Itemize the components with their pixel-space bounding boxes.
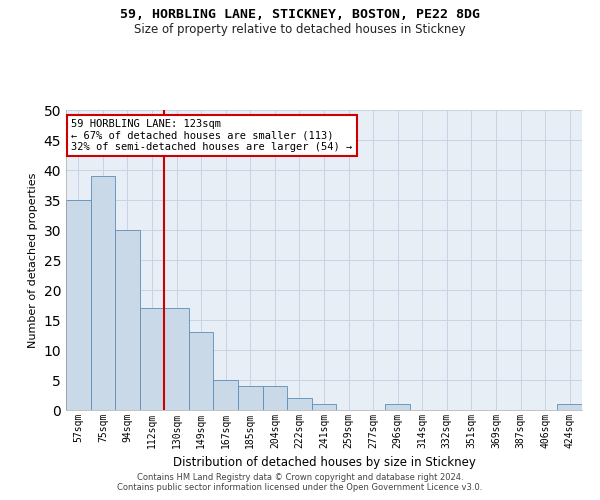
Bar <box>164 308 189 410</box>
Bar <box>385 404 410 410</box>
Text: Contains public sector information licensed under the Open Government Licence v3: Contains public sector information licen… <box>118 484 482 492</box>
Bar <box>189 332 214 410</box>
Text: 59 HORBLING LANE: 123sqm
← 67% of detached houses are smaller (113)
32% of semi-: 59 HORBLING LANE: 123sqm ← 67% of detach… <box>71 119 352 152</box>
Bar <box>115 230 140 410</box>
Text: Contains HM Land Registry data © Crown copyright and database right 2024.: Contains HM Land Registry data © Crown c… <box>137 474 463 482</box>
Bar <box>214 380 238 410</box>
Text: Size of property relative to detached houses in Stickney: Size of property relative to detached ho… <box>134 22 466 36</box>
Bar <box>557 404 582 410</box>
Bar <box>263 386 287 410</box>
Bar <box>91 176 115 410</box>
Bar <box>287 398 312 410</box>
Bar <box>238 386 263 410</box>
Text: 59, HORBLING LANE, STICKNEY, BOSTON, PE22 8DG: 59, HORBLING LANE, STICKNEY, BOSTON, PE2… <box>120 8 480 20</box>
Bar <box>66 200 91 410</box>
Bar <box>140 308 164 410</box>
Bar <box>312 404 336 410</box>
Y-axis label: Number of detached properties: Number of detached properties <box>28 172 38 348</box>
X-axis label: Distribution of detached houses by size in Stickney: Distribution of detached houses by size … <box>173 456 475 469</box>
